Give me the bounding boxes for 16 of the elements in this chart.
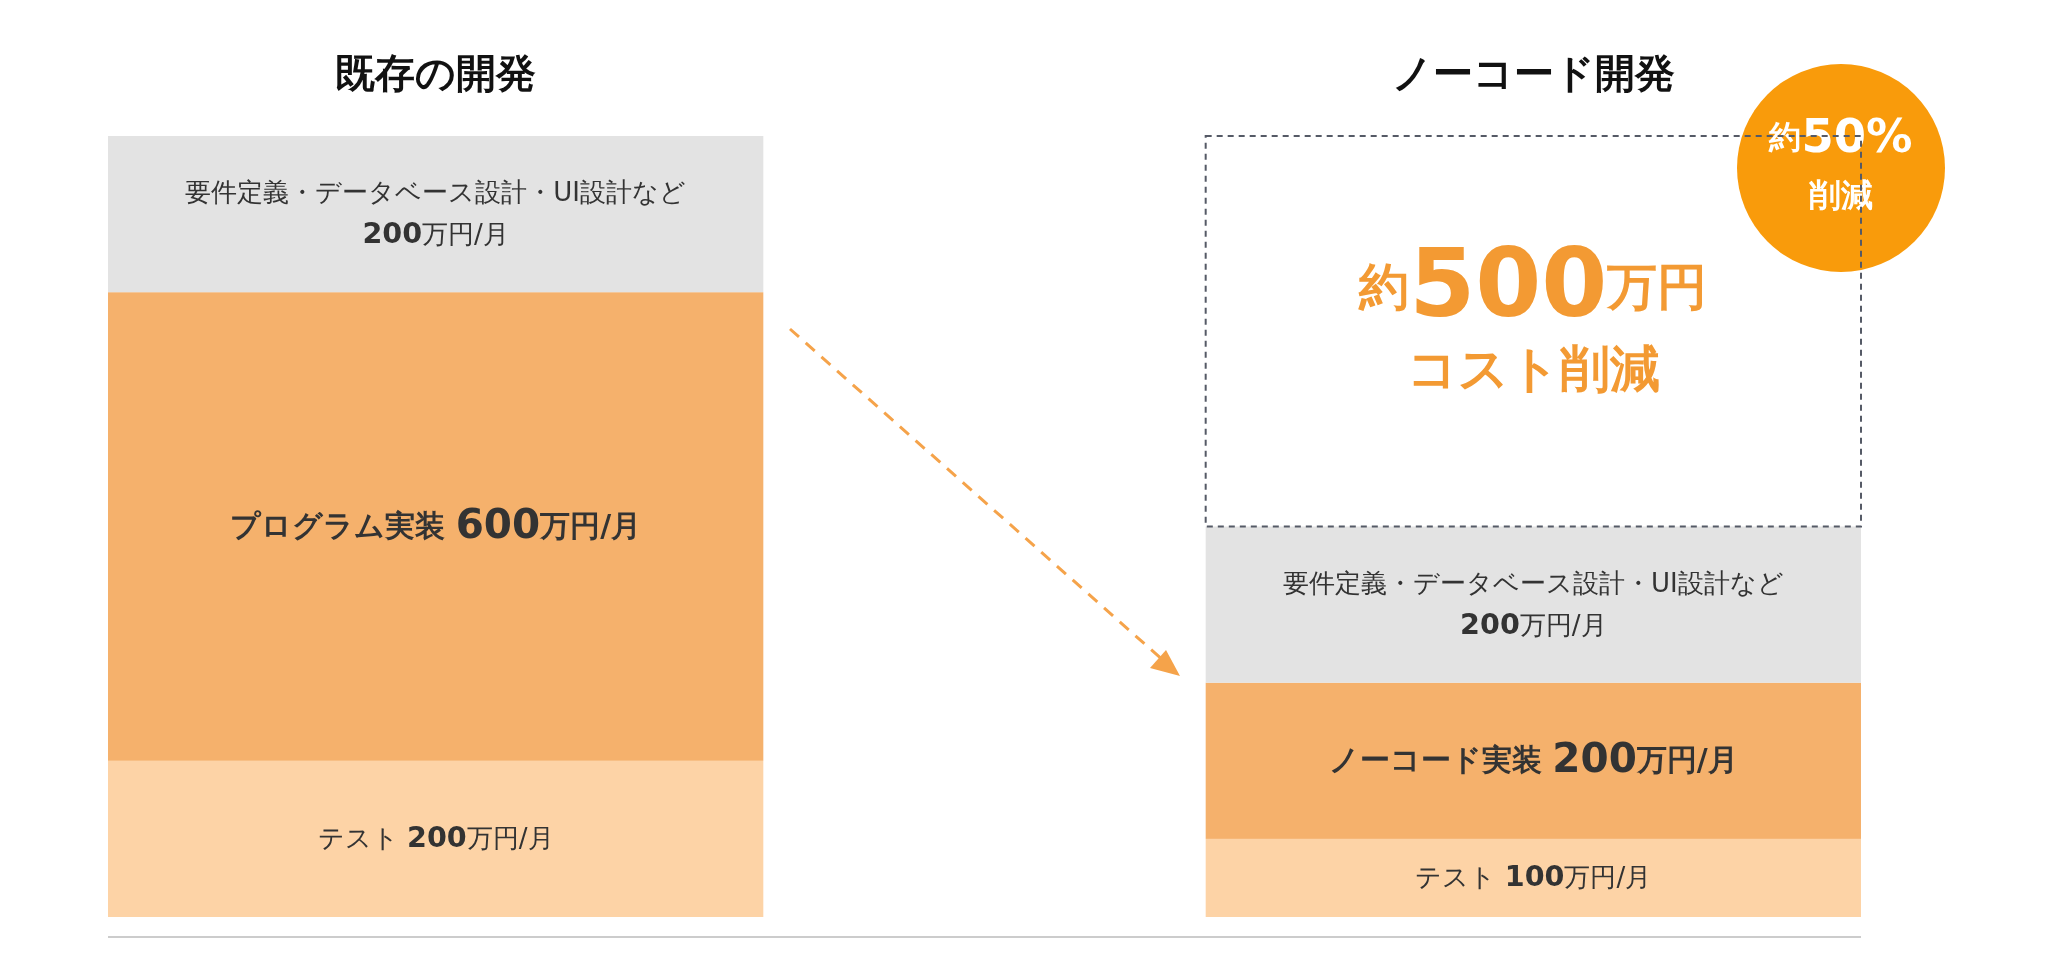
data-label: プログラム実装 600万円/月 xyxy=(230,499,642,548)
annotation: 約50% 削減 xyxy=(1768,108,1913,214)
data-label: 要件定義・データベース設計・UI設計など 200万円/月 xyxy=(185,176,687,251)
x-tick-label: 既存の開発 xyxy=(335,50,537,96)
data-label: 要件定義・データベース設計・UI設計など 200万円/月 xyxy=(1282,567,1784,641)
data-label: 約500万円コスト削減 xyxy=(1358,228,1708,398)
x-tick-label: ノーコード開発 xyxy=(1391,50,1675,96)
bar xyxy=(1205,682,1861,839)
data-label: テスト 100万円/月 xyxy=(1415,858,1652,893)
data-label: ノーコード実装 200万円/月 xyxy=(1328,733,1738,782)
bar xyxy=(108,136,764,293)
data-label: テスト 200万円/月 xyxy=(317,819,554,854)
bar xyxy=(108,292,764,761)
bar xyxy=(1205,838,1861,917)
bar xyxy=(1205,526,1861,683)
bar xyxy=(108,760,764,917)
